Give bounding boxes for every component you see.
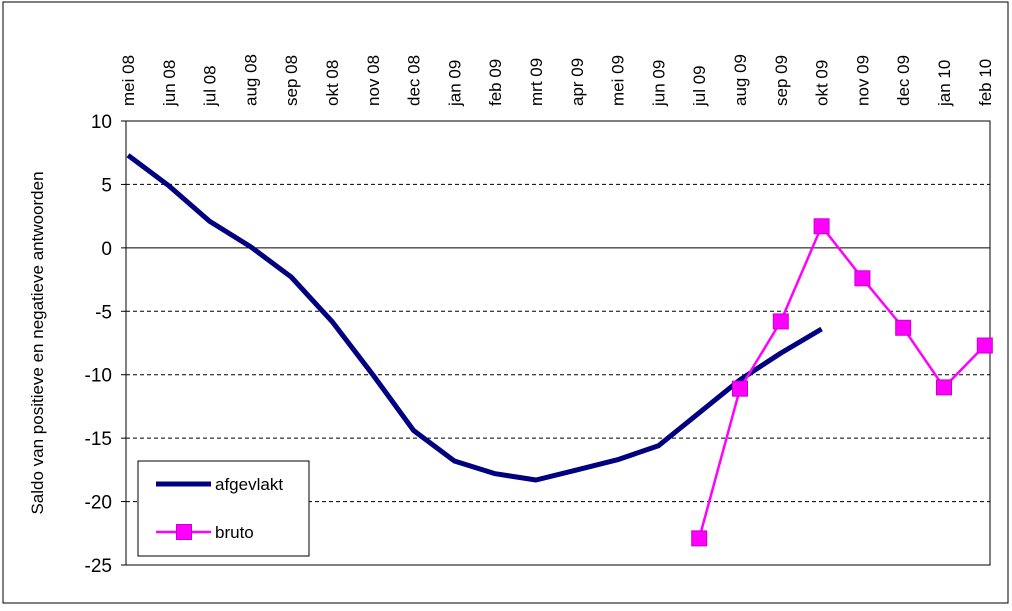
x-tick-label: jan 10 (935, 60, 954, 107)
x-tick-label: aug 08 (241, 54, 260, 106)
data-point-bruto (813, 218, 830, 235)
x-tick-label: mei 09 (609, 55, 628, 106)
x-tick-label: nov 08 (364, 55, 383, 106)
x-tick-label: dec 08 (405, 55, 424, 106)
y-tick-label: 0 (101, 239, 112, 260)
data-point-bruto (854, 270, 871, 287)
legend-box (137, 460, 310, 557)
y-tick-label: -20 (85, 493, 112, 514)
x-tick-label: mei 08 (119, 55, 138, 106)
y-tick-label: 5 (101, 175, 112, 196)
data-point-bruto (895, 319, 912, 336)
data-point-bruto (936, 379, 952, 396)
y-tick-labels: 10 5 0 -5 -10 -15 -20 -25 (85, 112, 126, 577)
x-tick-label: okt 09 (813, 60, 832, 106)
x-tick-label: sep 08 (282, 55, 301, 106)
y-axis-title: Saldo van positieve en negatieve antwoor… (28, 171, 47, 514)
x-tick-label: aug 09 (731, 54, 750, 106)
x-tick-label: jul 08 (201, 65, 220, 107)
x-tick-label: mrt 09 (527, 58, 546, 106)
series-line-bruto (697, 225, 986, 539)
series-line-afgevlakt (126, 153, 823, 483)
x-tick-label: dec 09 (894, 55, 913, 106)
x-tick-label: okt 08 (323, 60, 342, 106)
x-tick-label: feb 09 (486, 59, 505, 106)
x-tick-label: feb 10 (976, 59, 995, 106)
x-tick-labels: mei 08 jun 08 jul 08 aug 08 sep 08 okt 08 nov … (119, 54, 995, 107)
x-tick-label: jun 08 (160, 60, 179, 107)
x-tick-label: apr 09 (568, 58, 587, 106)
y-tick-label: 10 (91, 112, 112, 133)
y-tick-label: -15 (85, 429, 112, 450)
data-point-bruto (691, 530, 708, 547)
data-point-bruto (732, 380, 748, 397)
series-layer (126, 153, 993, 547)
y-tick-label: -5 (95, 302, 112, 323)
x-tick-label: jul 09 (690, 65, 709, 107)
legend-label-afgevlakt: afgevlakt (215, 475, 283, 494)
x-tick-label: sep 09 (772, 55, 791, 106)
y-tick-label: -25 (85, 556, 112, 577)
legend-marker-bruto (176, 524, 192, 540)
x-tick-label: jun 09 (649, 60, 668, 107)
legend: afgevlakt bruto (137, 460, 310, 557)
legend-label-bruto: bruto (215, 523, 254, 542)
x-tick-label: nov 09 (853, 55, 872, 106)
x-tick-label: jan 09 (445, 60, 464, 107)
data-point-bruto (772, 313, 789, 330)
y-tick-label: -10 (85, 366, 112, 387)
data-point-bruto (976, 337, 993, 354)
